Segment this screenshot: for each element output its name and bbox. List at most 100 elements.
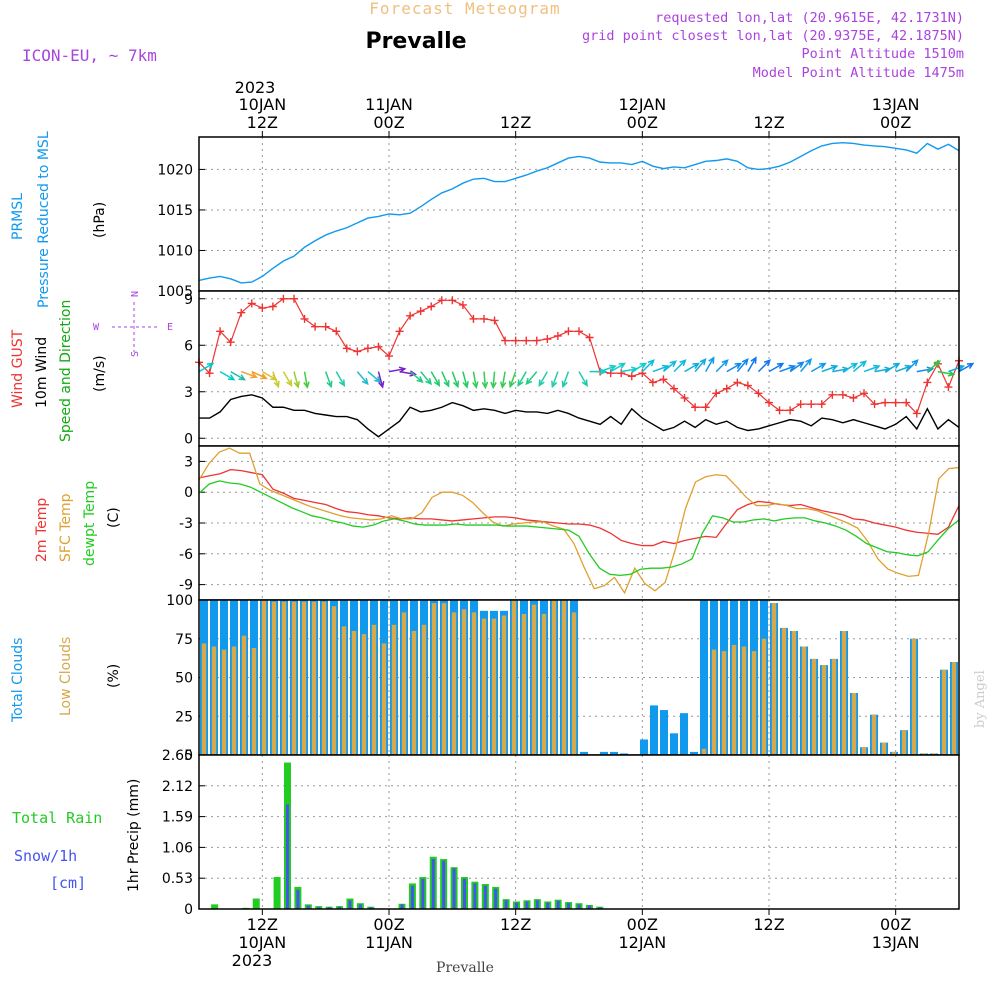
- snow-bar: [442, 860, 446, 909]
- precip-frame: [198, 754, 960, 910]
- wind-direction-arrow: [377, 371, 385, 389]
- requested-coords: requested lon,lat (20.9615E, 42.1731N): [655, 10, 964, 26]
- wind-direction-arrow: [335, 371, 346, 387]
- snow-bar: [556, 900, 560, 909]
- gust-marker: [627, 372, 636, 381]
- gust-marker: [786, 406, 795, 415]
- precip-label-rain: Total Rain: [12, 809, 102, 827]
- total-cloud-bar: [620, 753, 628, 755]
- low-cloud-bar: [941, 669, 947, 755]
- gust-marker: [617, 369, 626, 378]
- wind-ytick-label: 0: [184, 431, 193, 447]
- gust-marker: [585, 333, 594, 342]
- low-cloud-bar: [741, 646, 747, 755]
- gust-marker: [406, 311, 415, 320]
- gust-marker: [648, 378, 657, 387]
- wind-direction-arrow: [905, 359, 919, 373]
- gust-marker: [353, 347, 362, 356]
- clouds-ytick-label: 25: [175, 709, 193, 725]
- pressure-unit: (hPa): [92, 202, 108, 238]
- gust-marker: [638, 369, 647, 378]
- low-cloud-bar: [201, 643, 207, 755]
- wind-compass: N S W E: [93, 291, 173, 357]
- gust-marker: [765, 398, 773, 407]
- wind-direction-arrow: [499, 371, 507, 390]
- gust-marker: [870, 400, 879, 409]
- cloud-labels: Total Clouds Low Clouds (%): [10, 637, 122, 723]
- low-cloud-bar: [561, 600, 567, 755]
- gust-marker: [522, 336, 531, 345]
- wind-direction-arrow: [958, 362, 975, 373]
- chart-kind-title: Forecast Meteogram: [369, 0, 560, 18]
- snow-bar: [400, 904, 404, 909]
- gust-marker: [691, 403, 700, 412]
- gust-marker: [469, 314, 478, 323]
- low-cloud-bar: [481, 618, 487, 755]
- gust-marker: [268, 302, 277, 311]
- top-axis-year: 2023: [235, 78, 276, 97]
- snow-bar: [577, 904, 581, 909]
- gust-marker: [860, 389, 868, 398]
- bottom-axis-day-label: 12JAN: [618, 933, 666, 952]
- dewpoint-line: [198, 480, 960, 577]
- bottom-axis-year: 2023: [232, 951, 273, 970]
- low-cloud-bar: [901, 730, 907, 755]
- wind-direction-arrow: [356, 371, 369, 386]
- low-cloud-bar: [551, 600, 557, 755]
- precip-label-cm: [cm]: [50, 874, 86, 892]
- gust-marker: [553, 331, 562, 340]
- total-cloud-bar: [610, 751, 618, 755]
- wind-direction-arrow: [525, 371, 538, 386]
- wind-direction-arrow: [472, 371, 479, 390]
- gust-marker: [881, 398, 890, 407]
- wind-direction-arrow: [272, 371, 280, 389]
- low-cloud-bar: [431, 603, 437, 755]
- total-cloud-bar: [660, 710, 668, 755]
- low-cloud-bar: [801, 646, 807, 755]
- gust-marker: [395, 327, 404, 336]
- total-cloud-bar: [580, 751, 588, 755]
- footer-station: Prevalle: [436, 960, 494, 976]
- snow-bar: [515, 902, 519, 909]
- low-cloud-bar: [501, 615, 507, 755]
- gust-marker: [385, 352, 393, 361]
- gust-marker: [437, 296, 446, 305]
- low-cloud-bar: [461, 609, 467, 755]
- wind-direction-arrow: [388, 366, 407, 373]
- temp-label-2m: 2m Temp: [34, 498, 50, 562]
- low-cloud-bar: [211, 646, 217, 755]
- snow-bar: [369, 907, 373, 909]
- gust-marker: [659, 375, 668, 384]
- temperature-ytick-label: -6: [179, 547, 193, 563]
- wind-direction-arrow: [578, 371, 588, 387]
- gust-marker: [849, 393, 858, 402]
- low-cloud-bar: [931, 753, 937, 755]
- wind-direction-arrow: [282, 371, 293, 387]
- gust-marker: [575, 327, 583, 336]
- top-axis-hour-label: 12Z: [500, 113, 531, 132]
- gust-marker: [300, 314, 309, 323]
- low-cloud-bar: [841, 631, 847, 755]
- wind-direction-arrow: [430, 371, 441, 387]
- gust-marker: [828, 390, 837, 399]
- panel-precip: 0 0.53 1.06 1.59 2.12 2.65: [162, 748, 960, 918]
- low-cloud-bar: [301, 601, 307, 755]
- wind-direction-arrow: [462, 371, 469, 389]
- total-cloud-bar: [680, 713, 688, 755]
- wind-direction-arrow: [303, 371, 310, 390]
- wind-direction-arrow: [726, 362, 743, 373]
- wind-direction-arrow: [662, 360, 678, 373]
- wind-direction-arrow: [240, 370, 258, 379]
- gust-marker: [923, 378, 932, 387]
- gust-marker: [237, 308, 246, 317]
- total-cloud-bar: [700, 600, 708, 755]
- low-cloud-bar: [341, 626, 347, 755]
- snow-bar: [525, 901, 529, 909]
- snow-bar: [296, 889, 300, 909]
- rain-bar: [273, 877, 281, 909]
- gust-marker: [532, 336, 541, 345]
- pressure-ytick-label: 1005: [157, 284, 193, 300]
- low-cloud-bar: [361, 634, 367, 755]
